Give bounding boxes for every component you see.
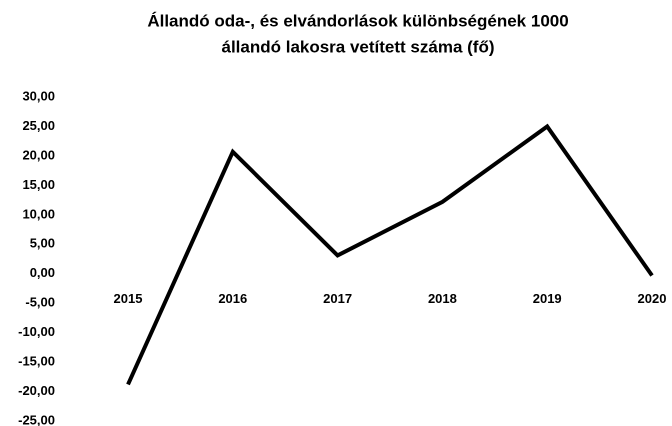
x-tick-label: 2018 bbox=[428, 291, 457, 306]
y-tick-label: 15,00 bbox=[22, 177, 55, 192]
y-tick-label: 25,00 bbox=[22, 118, 55, 133]
x-tick-label: 2016 bbox=[218, 291, 247, 306]
y-tick-label: -10,00 bbox=[18, 324, 55, 339]
y-tick-label: 20,00 bbox=[22, 147, 55, 162]
y-tick-label: -15,00 bbox=[18, 354, 55, 369]
y-tick-label: 30,00 bbox=[22, 88, 55, 103]
chart-title: Állandó oda-, és elvándorlások különbség… bbox=[147, 11, 568, 30]
y-tick-label: 5,00 bbox=[30, 236, 55, 251]
x-tick-label: 2015 bbox=[114, 291, 143, 306]
y-tick-label: -20,00 bbox=[18, 383, 55, 398]
x-tick-label: 2019 bbox=[533, 291, 562, 306]
y-tick-label: 10,00 bbox=[22, 206, 55, 221]
y-tick-label: 0,00 bbox=[30, 265, 55, 280]
line bbox=[126, 123, 654, 386]
x-tick-label: 2017 bbox=[323, 291, 352, 306]
y-tick-label: -5,00 bbox=[25, 295, 55, 310]
chart-title: állandó lakosra vetített száma (fő) bbox=[221, 37, 494, 56]
x-tick-label: 2020 bbox=[638, 291, 667, 306]
y-tick-label: -25,00 bbox=[18, 412, 55, 426]
